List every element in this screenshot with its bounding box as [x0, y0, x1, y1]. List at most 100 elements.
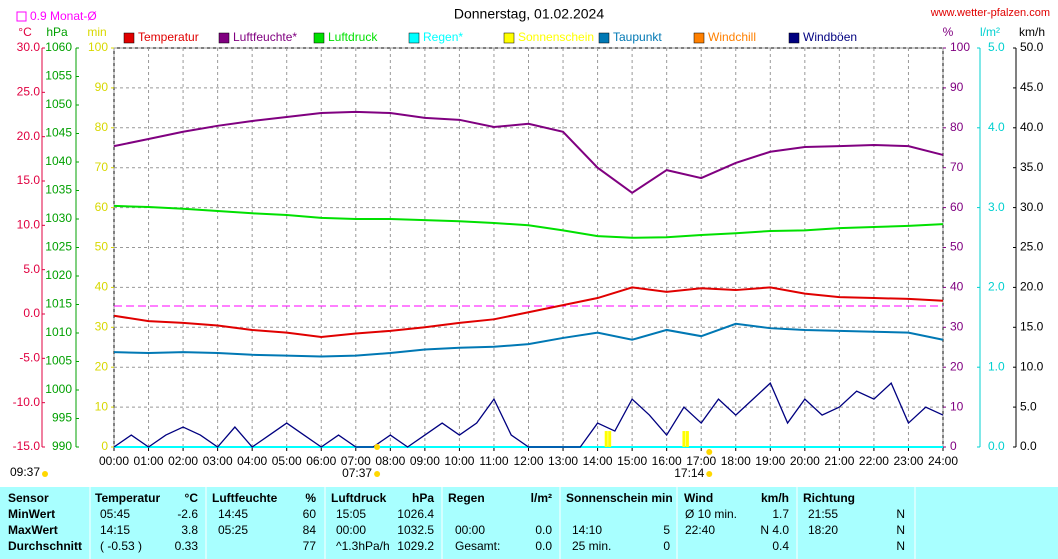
y-tick-label: 10.0: [17, 218, 41, 232]
table-cell: 1.7: [772, 507, 789, 521]
y-tick-label: 100: [950, 40, 970, 54]
y-tick-label: 20.0: [17, 129, 41, 143]
x-tick-label: 17:00: [686, 454, 716, 468]
x-tick-label: 14:00: [583, 454, 613, 468]
reference-legend-label: 0.9 Monat-Ø: [30, 9, 97, 23]
y-tick-label: 10.0: [1020, 359, 1044, 373]
sunset-label: 17:14: [674, 466, 704, 480]
series-line: [113, 286, 944, 339]
table-cell: 05:25: [218, 523, 248, 537]
x-tick-label: 20:00: [790, 454, 820, 468]
table-header: Regen: [448, 491, 485, 505]
table-cell: 84: [303, 523, 317, 537]
y-tick-label: 35.0: [1020, 160, 1044, 174]
x-tick-label: 22:00: [859, 454, 889, 468]
table-cell: 1029.2: [397, 539, 434, 553]
table-header: Temperatur: [95, 491, 160, 505]
table-cell: N: [896, 539, 905, 553]
y-tick-label: 4.0: [988, 120, 1005, 134]
sunset-marker: [706, 449, 713, 455]
y-tick-label: -10.0: [13, 395, 41, 409]
axis-unit: min: [87, 25, 106, 39]
table-cell: 15:05: [336, 507, 366, 521]
table-cell: 0.0: [535, 523, 552, 537]
y-tick-label: 0.0: [23, 306, 40, 320]
x-tick-label: 07:00: [341, 454, 371, 468]
y-tick-label: 990: [52, 439, 72, 453]
table-header: Richtung: [803, 491, 855, 505]
y-tick-label: 90: [95, 80, 109, 94]
x-tick-label: 12:00: [513, 454, 543, 468]
y-tick-label: 40: [950, 280, 964, 294]
sunrise-marker: [374, 444, 381, 450]
axis-unit: °C: [18, 25, 32, 39]
table-cell: 60: [303, 507, 317, 521]
axis-unit: l/m²: [980, 25, 1000, 39]
y-tick-label: 40.0: [1020, 120, 1044, 134]
table-cell: 77: [303, 539, 317, 553]
x-tick-label: 00:00: [99, 454, 129, 468]
series-line: [113, 382, 944, 448]
table-cell: 00:00: [455, 523, 485, 537]
table-cell: 22:40: [685, 523, 715, 537]
legend-label: Luftdruck: [328, 30, 378, 44]
x-tick-label: 16:00: [652, 454, 682, 468]
y-tick-label: 0: [950, 439, 957, 453]
x-tick-label: 02:00: [168, 454, 198, 468]
x-tick-label: 19:00: [755, 454, 785, 468]
x-tick-label: 03:00: [203, 454, 233, 468]
y-tick-label: 5.0: [23, 262, 40, 276]
legend-label: Temperatur: [138, 30, 199, 44]
x-tick-label: 10:00: [444, 454, 474, 468]
sunset-icon: [706, 471, 713, 477]
y-tick-label: 1030: [45, 211, 72, 225]
y-tick-label: 1015: [45, 297, 72, 311]
y-tick-label: 0.0: [1020, 439, 1037, 453]
y-tick-label: 20.0: [1020, 280, 1044, 294]
stats-table: Sensor Temperatur °C Luftfeuchte% Luftdruck h…: [8, 487, 916, 559]
table-cell: -2.6: [177, 507, 198, 521]
legend-swatch: [123, 32, 135, 44]
y-tick-label: 30.0: [1020, 200, 1044, 214]
y-tick-label: 1000: [45, 382, 72, 396]
x-tick-label: 08:00: [375, 454, 405, 468]
row-label: MaxWert: [8, 523, 58, 537]
sun-bar: [604, 431, 608, 447]
table-header: Luftfeuchte: [212, 491, 278, 505]
sun-icon: [42, 471, 48, 477]
row-label: MinWert: [8, 507, 55, 521]
table-header: Wind: [684, 491, 713, 505]
legend-label: Windchill: [708, 30, 756, 44]
table-cell: Gesamt:: [455, 539, 500, 553]
y-tick-label: 10: [95, 399, 109, 413]
legend-label: Sonnenschein: [518, 30, 594, 44]
y-tick-label: 60: [95, 200, 109, 214]
x-tick-label: 23:00: [893, 454, 923, 468]
table-cell: ^1.3hPa/h: [336, 539, 390, 553]
series-line: [113, 204, 944, 239]
table-cell: N 4.0: [760, 523, 789, 537]
y-tick-label: 70: [95, 160, 109, 174]
y-tick-label: 90: [950, 80, 964, 94]
table-header: l/m²: [531, 491, 552, 505]
y-tick-label: -5.0: [19, 351, 40, 365]
y-tick-label: 80: [950, 120, 964, 134]
table-cell: 25 min.: [572, 539, 611, 553]
table-cell: ( -0.53 ): [100, 539, 142, 553]
series-line: [113, 110, 944, 195]
table-cell: 21:55: [808, 507, 838, 521]
table-cell: 1026.4: [397, 507, 434, 521]
x-tick-label: 13:00: [548, 454, 578, 468]
table-cell: N: [896, 507, 905, 521]
table-header: Luftdruck: [331, 491, 387, 505]
y-tick-label: 2.0: [988, 280, 1005, 294]
x-tick-label: 24:00: [928, 454, 958, 468]
table-cell: 05:45: [100, 507, 130, 521]
table-cell: N: [896, 523, 905, 537]
sunrise-icon: [374, 471, 381, 477]
y-tick-label: 15.0: [1020, 319, 1044, 333]
table-cell: Ø 10 min.: [685, 507, 737, 521]
table-cell: 0.0: [535, 539, 552, 553]
axis-unit: km/h: [1019, 25, 1045, 39]
